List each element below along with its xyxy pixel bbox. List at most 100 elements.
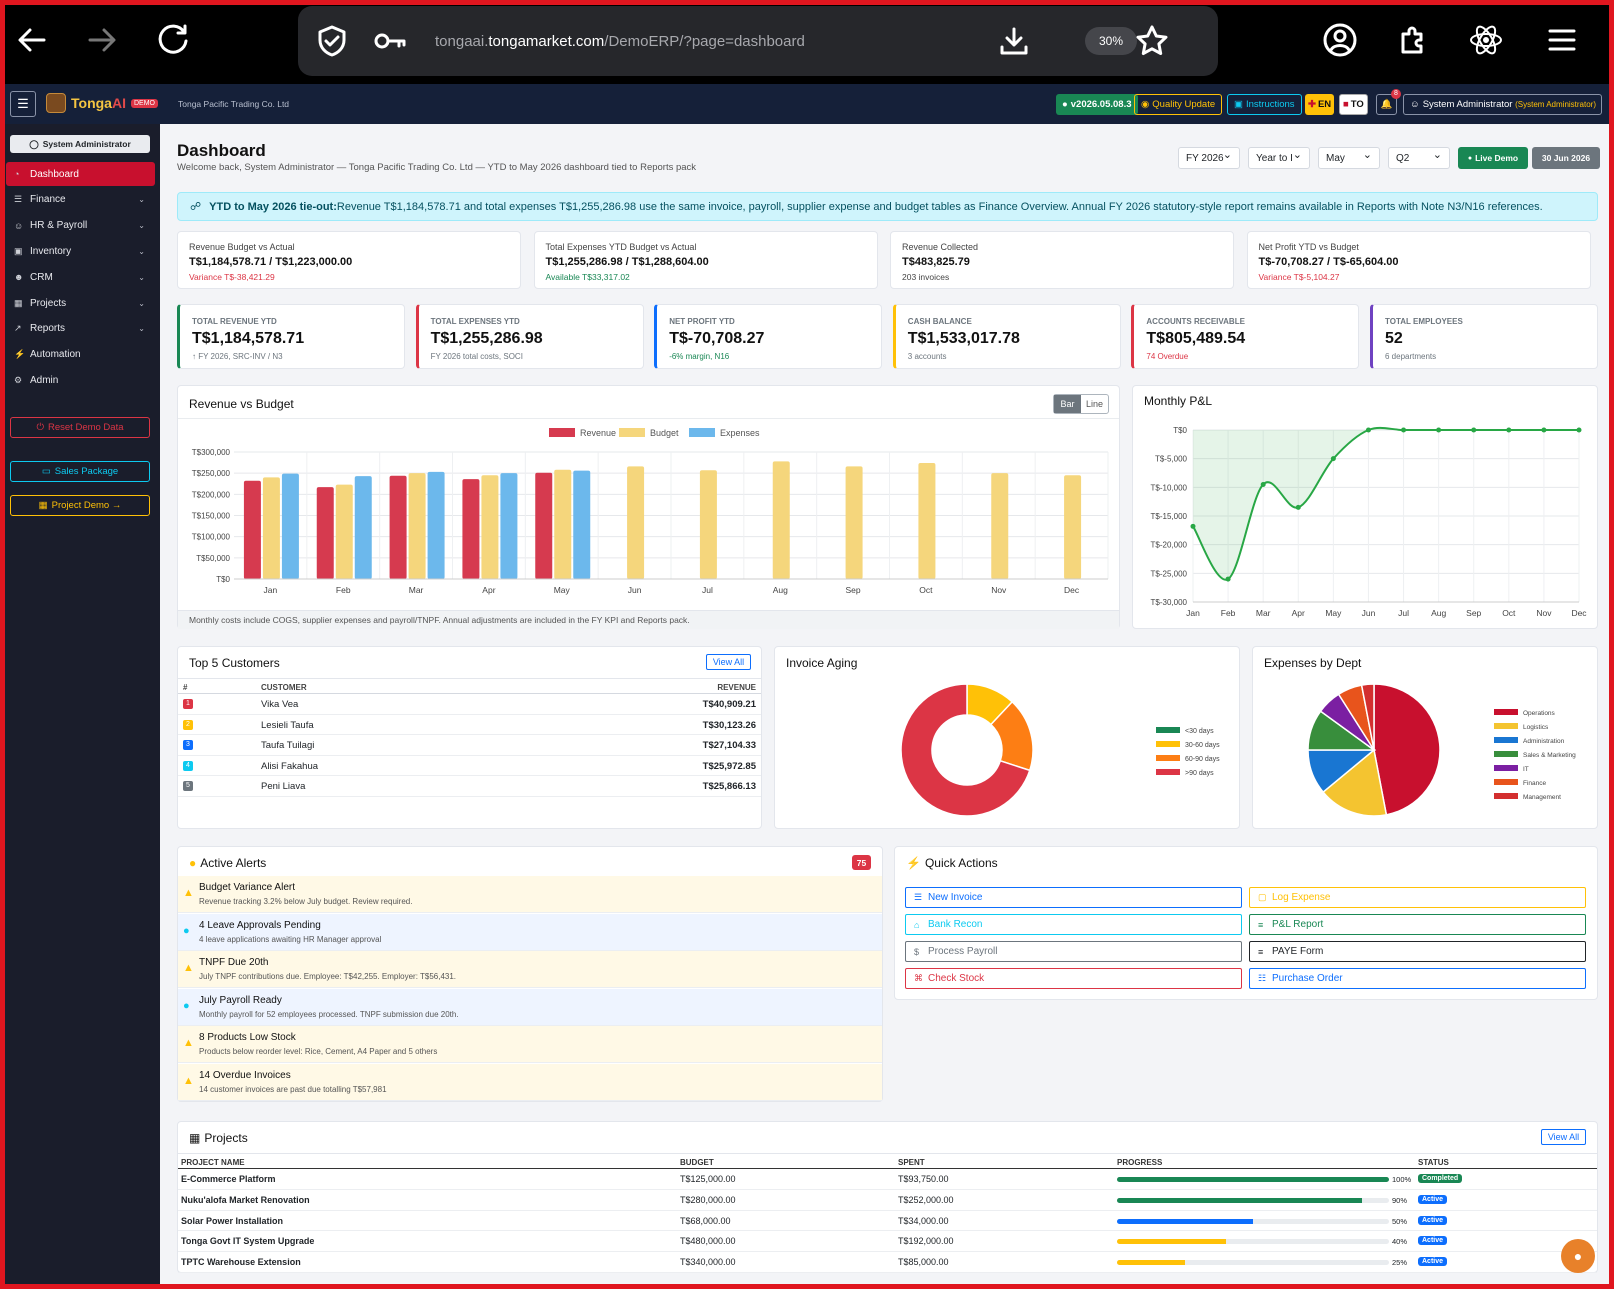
monthly-pl-line-chart: T$0 T$-5,000 T$-10,000 T$-15,000 T$-20,000 T$… bbox=[1151, 426, 1588, 618]
lang-en-button[interactable]: ✚ EN bbox=[1305, 94, 1335, 115]
sidebar-item-dashboard[interactable]: ◔ Dashboard bbox=[6, 162, 155, 186]
reset-demo-button[interactable]: ⏻ Reset Demo Data bbox=[10, 417, 150, 438]
forward-icon[interactable] bbox=[80, 18, 124, 62]
new-invoice-button[interactable]: ☰ New Invoice bbox=[905, 887, 1242, 908]
purchase-order-button[interactable]: ☷ Purchase Order bbox=[1249, 968, 1586, 989]
customers-view-all-button[interactable]: View All bbox=[706, 654, 751, 670]
summary-label: Total Expenses YTD Budget vs Actual bbox=[545, 242, 697, 252]
legend-swatch bbox=[1156, 755, 1180, 761]
process-payroll-button[interactable]: $ Process Payroll bbox=[905, 941, 1242, 962]
zoom-indicator[interactable]: 30% bbox=[1085, 27, 1137, 55]
action-label: New Invoice bbox=[928, 892, 983, 903]
fiscal-year-select[interactable]: FY 2026 bbox=[1178, 147, 1240, 169]
chat-assistant-button[interactable]: ● bbox=[1561, 1239, 1595, 1273]
warning-icon: ▲ bbox=[183, 962, 194, 975]
progress-label: 100% bbox=[1392, 1175, 1412, 1184]
reload-icon[interactable] bbox=[152, 18, 196, 62]
url-host: tongaai. bbox=[435, 33, 489, 50]
lang-to-button[interactable]: ■ TO bbox=[1339, 94, 1368, 115]
sidebar-item-reports[interactable]: ↗ Reports ⌄ bbox=[6, 317, 155, 341]
react-devtools-icon[interactable] bbox=[1464, 18, 1508, 62]
sidebar-item-projects[interactable]: ▦ Projects ⌄ bbox=[6, 291, 155, 315]
bank-recon-button[interactable]: ⌂ Bank Recon bbox=[905, 914, 1242, 935]
sidebar-item-label: Reports bbox=[30, 323, 66, 335]
project-demo-button[interactable]: ▦ Project Demo → bbox=[10, 495, 150, 516]
address-bar[interactable]: tongaai.tongamarket.com/DemoERP/?page=da… bbox=[298, 6, 1218, 76]
customer-row[interactable]: 3 Taufa Tuilagi T$27,104.33 bbox=[178, 735, 761, 756]
pl-chart-title: Monthly P&L bbox=[1144, 394, 1213, 408]
key-icon[interactable] bbox=[368, 19, 412, 63]
gauge-icon: ◔ bbox=[14, 169, 20, 179]
pie-slice bbox=[1373, 683, 1441, 816]
role-badge: ◯ System Administrator bbox=[10, 135, 150, 153]
x-tick-label: Mar bbox=[1256, 608, 1271, 618]
alert-description: Revenue tracking 3.2% below July budget.… bbox=[199, 897, 413, 906]
log-expense-button[interactable]: ▢ Log Expense bbox=[1249, 887, 1586, 908]
quality-update-button[interactable]: ◉ Quality Update bbox=[1134, 94, 1223, 115]
alert-item[interactable]: ● 4 Leave Approvals Pending 4 leave applic… bbox=[178, 913, 882, 951]
download-icon[interactable] bbox=[992, 19, 1036, 63]
check-stock-button[interactable]: ⌘ Check Stock bbox=[905, 968, 1242, 989]
sidebar-item-finance[interactable]: ☰ Finance ⌄ bbox=[6, 188, 155, 212]
account-icon[interactable] bbox=[1318, 18, 1362, 62]
chevron-down-icon: ⌄ bbox=[138, 246, 145, 256]
sales-package-button[interactable]: ▭ Sales Package bbox=[10, 461, 150, 482]
url-domain: tongamarket.com bbox=[488, 33, 605, 50]
menu-icon[interactable] bbox=[1540, 18, 1584, 62]
instructions-button[interactable]: ▣ Instructions bbox=[1227, 94, 1302, 115]
sidebar-item-label: Finance bbox=[30, 194, 66, 206]
project-row[interactable]: E-Commerce Platform T$125,000.00 T$93,750.… bbox=[178, 1169, 1597, 1190]
month-select[interactable]: May bbox=[1318, 147, 1380, 169]
project-row[interactable]: Nuku'alofa Market Renovation T$280,000.00… bbox=[178, 1190, 1597, 1211]
legend-label: Logistics bbox=[1523, 724, 1549, 731]
project-budget: T$280,000.00 bbox=[680, 1194, 736, 1205]
customer-row[interactable]: 1 Vika Vea T$40,909.21 bbox=[178, 694, 761, 715]
line-toggle-button[interactable]: Line bbox=[1085, 399, 1103, 409]
action-icon: $ bbox=[914, 946, 920, 957]
customer-revenue: T$30,123.26 bbox=[702, 719, 756, 731]
notifications-button[interactable]: 🔔 bbox=[1376, 94, 1397, 115]
url-text[interactable]: tongaai.tongamarket.com/DemoERP/?page=da… bbox=[435, 33, 805, 50]
alert-item[interactable]: ▲ 8 Products Low Stock Products below reor… bbox=[178, 1026, 882, 1064]
project-name: E-Commerce Platform bbox=[181, 1174, 276, 1184]
sidebar-item-admin[interactable]: ⚙ Admin bbox=[6, 368, 155, 392]
alert-item[interactable]: ▲ 14 Overdue Invoices 14 customer invoices… bbox=[178, 1064, 882, 1101]
alert-item[interactable]: ▲ TNPF Due 20th July TNPF contributions du… bbox=[178, 951, 882, 989]
sidebar-toggle-button[interactable]: ☰ bbox=[10, 91, 36, 117]
legend-swatch bbox=[1494, 723, 1518, 729]
chevron-down-icon: ⌄ bbox=[138, 324, 145, 334]
sidebar-item-crm[interactable]: ☻ CRM ⌄ bbox=[6, 265, 155, 289]
customer-row[interactable]: 4 Alisi Fakahua T$25,972.85 bbox=[178, 756, 761, 776]
quarter-select[interactable]: Q2 bbox=[1388, 147, 1450, 169]
paye-form-button[interactable]: ≡ PAYE Form bbox=[1249, 941, 1586, 962]
star-icon[interactable] bbox=[1130, 19, 1174, 63]
project-row[interactable]: TPTC Warehouse Extension T$340,000.00 T$85… bbox=[178, 1252, 1597, 1273]
customer-row[interactable]: 2 Lesieli Taufa T$30,123.26 bbox=[178, 715, 761, 735]
user-menu-button[interactable]: ☺ System Administrator (System Administra… bbox=[1403, 94, 1602, 115]
customer-row[interactable]: 5 Peni Liava T$25,866.13 bbox=[178, 776, 761, 797]
pl-point bbox=[1471, 427, 1477, 433]
warning-icon: ▲ bbox=[183, 1075, 194, 1087]
project-row[interactable]: Tonga Govt IT System Upgrade T$480,000.00… bbox=[178, 1231, 1597, 1253]
p-l-report-button[interactable]: ≡ P&L Report bbox=[1249, 914, 1586, 935]
sidebar-item-inventory[interactable]: ▣ Inventory ⌄ bbox=[6, 239, 155, 263]
version-label: v2026.05.08.3 bbox=[1070, 99, 1132, 110]
alert-description: Monthly payroll for 52 employees process… bbox=[199, 1009, 459, 1019]
bar-toggle-button[interactable]: Bar bbox=[1054, 395, 1081, 413]
project-row[interactable]: Solar Power Installation T$68,000.00 T$34,… bbox=[178, 1211, 1597, 1232]
sidebar-item-hr-payroll[interactable]: ☺ HR & Payroll ⌄ bbox=[6, 214, 155, 238]
extensions-icon[interactable] bbox=[1391, 18, 1435, 62]
sidebar-item-automation[interactable]: ⚡ Automation bbox=[6, 343, 155, 367]
action-label: Log Expense bbox=[1272, 892, 1331, 903]
alert-item[interactable]: ● July Payroll Ready Monthly payroll for 5… bbox=[178, 988, 882, 1026]
projects-view-all-button[interactable]: View All bbox=[1541, 1129, 1586, 1145]
revenue-chart-footnote: Monthly costs include COGS, supplier exp… bbox=[178, 610, 1119, 629]
shield-icon[interactable] bbox=[310, 19, 354, 63]
alert-item[interactable]: ▲ Budget Variance Alert Revenue tracking 3… bbox=[178, 876, 882, 913]
period-select[interactable]: Year to I bbox=[1248, 147, 1310, 169]
brand-logo[interactable] bbox=[46, 93, 66, 113]
progress-fill bbox=[1117, 1218, 1253, 1224]
back-icon[interactable] bbox=[10, 18, 54, 62]
quick-actions-header: ⚡ Quick Actions bbox=[906, 856, 998, 870]
brand-name[interactable]: TongaAI bbox=[71, 95, 126, 111]
